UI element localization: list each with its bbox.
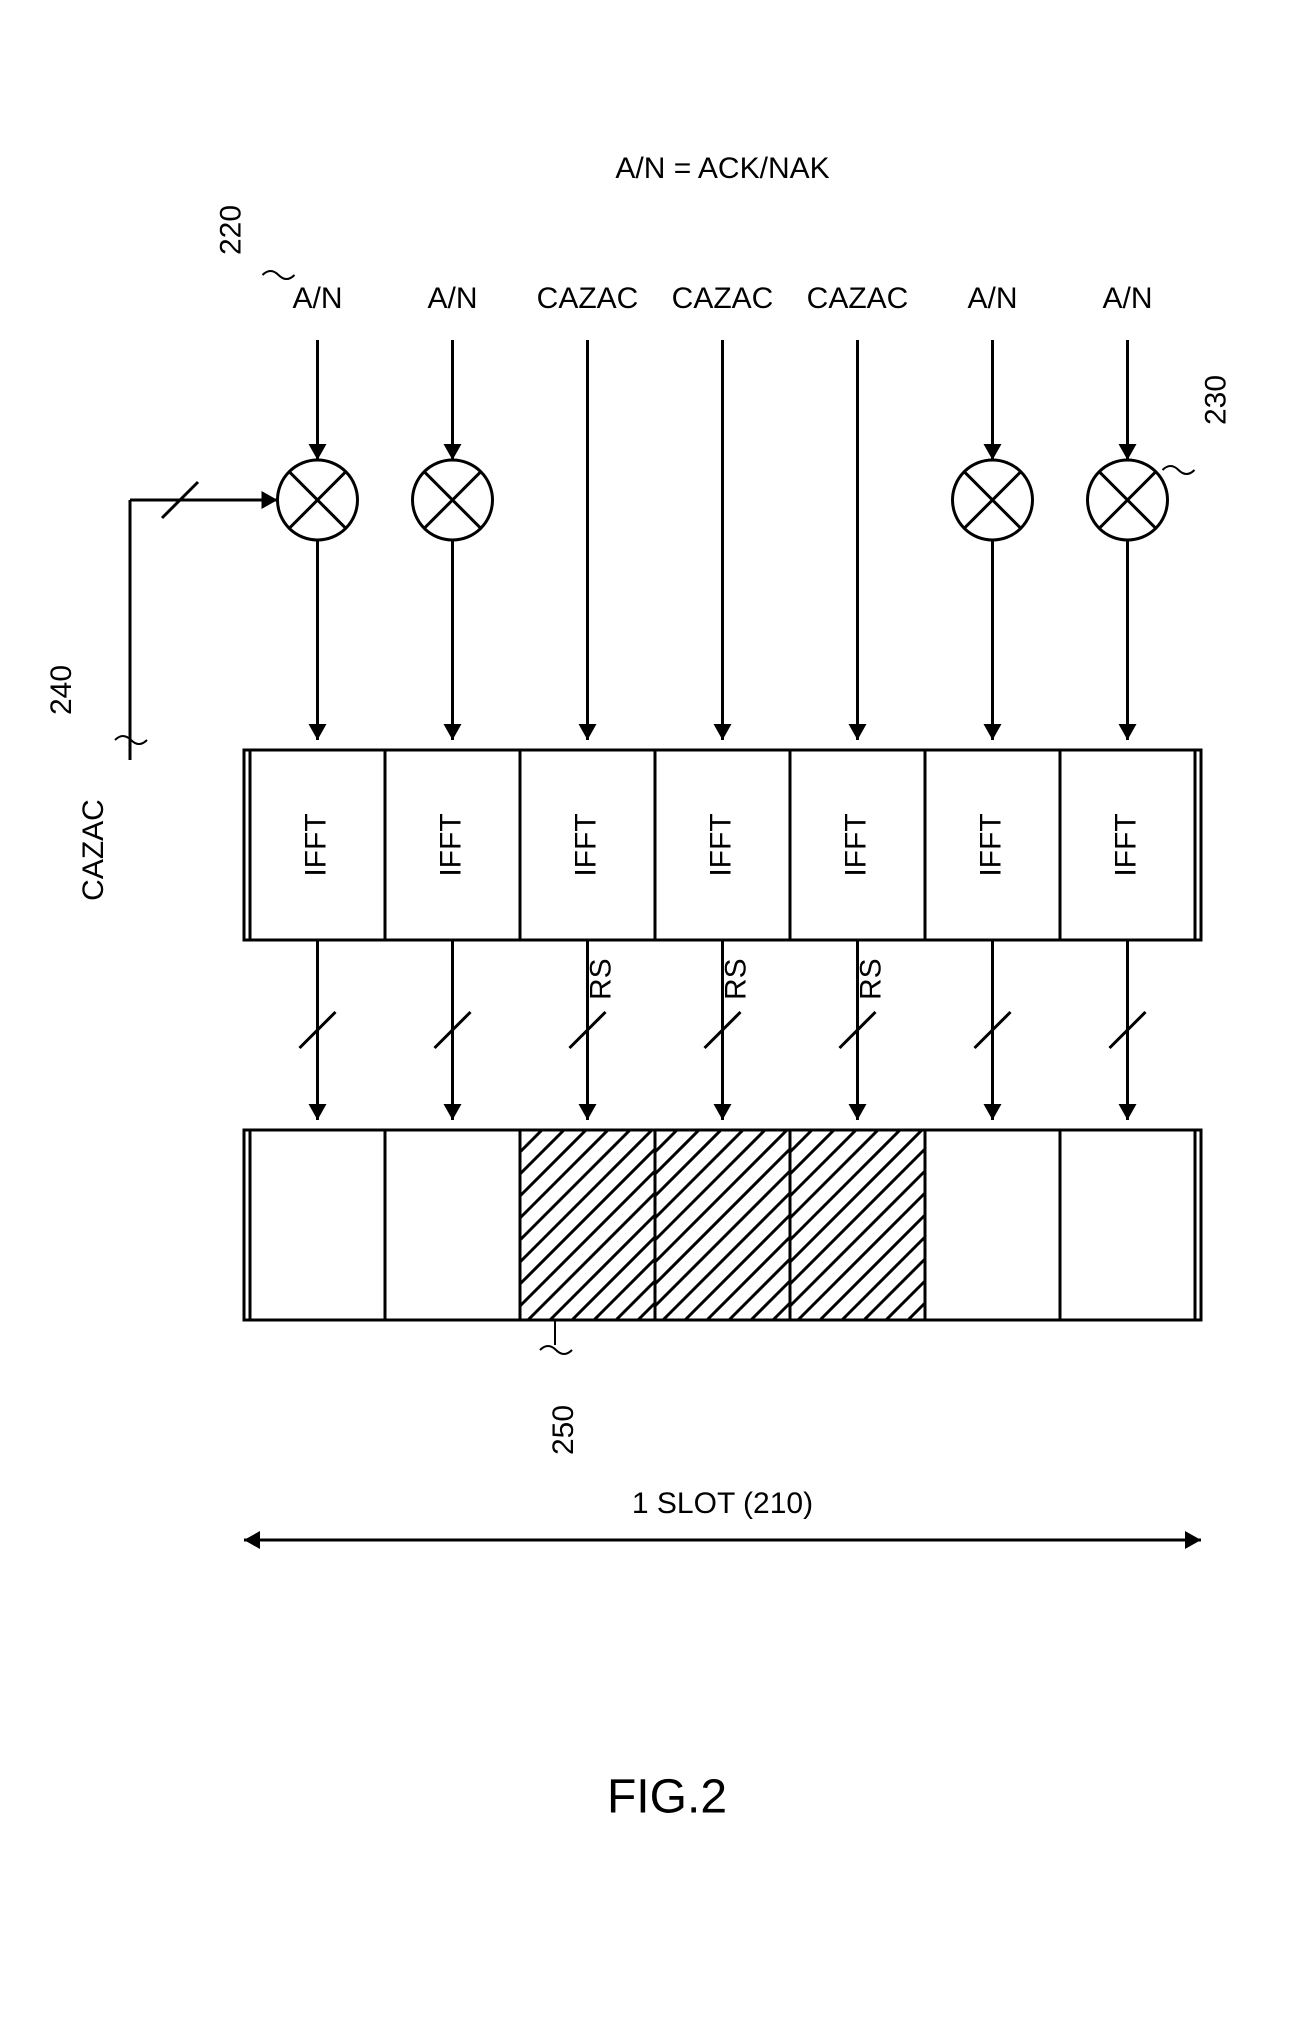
top-label: CAZAC [672,282,774,315]
slot-cell [250,1130,385,1320]
mixer [953,460,1033,540]
top-label: CAZAC [537,282,639,315]
figure-container: A/N = ACK/NAK A/N IFFT A/N IFFT CAZAC IFFT RS CA… [20,20,1294,2000]
diagram-svg: A/N = ACK/NAK A/N IFFT A/N IFFT CAZAC IFFT RS CA… [20,20,1294,2000]
mixer [413,460,493,540]
ref-250: 250 [547,1405,580,1455]
rs-label: RS [854,958,887,1000]
mixer [278,460,358,540]
mixer [1088,460,1168,540]
ifft-label: IFFT [839,813,872,876]
ifft-label: IFFT [1109,813,1142,876]
top-label: A/N [967,282,1017,315]
top-label: A/N [1102,282,1152,315]
ifft-label: IFFT [434,813,467,876]
slot-cell [1060,1130,1195,1320]
slot-cell [925,1130,1060,1320]
cazac-side-label: CAZAC [77,799,110,901]
slot-cell [385,1130,520,1320]
rs-label: RS [719,958,752,1000]
top-label: CAZAC [807,282,909,315]
ifft-label: IFFT [569,813,602,876]
ref-240: 240 [45,665,78,715]
slot-label: 1 SLOT (210) [632,1487,813,1520]
title-note: A/N = ACK/NAK [615,152,829,185]
figure-label: FIG.2 [607,1771,727,1824]
ifft-label: IFFT [974,813,1007,876]
top-label: A/N [427,282,477,315]
rs-label: RS [584,958,617,1000]
ref-220: 220 [214,205,247,255]
ifft-label: IFFT [299,813,332,876]
top-label: A/N [292,282,342,315]
ifft-label: IFFT [704,813,737,876]
ref-230: 230 [1199,375,1232,425]
